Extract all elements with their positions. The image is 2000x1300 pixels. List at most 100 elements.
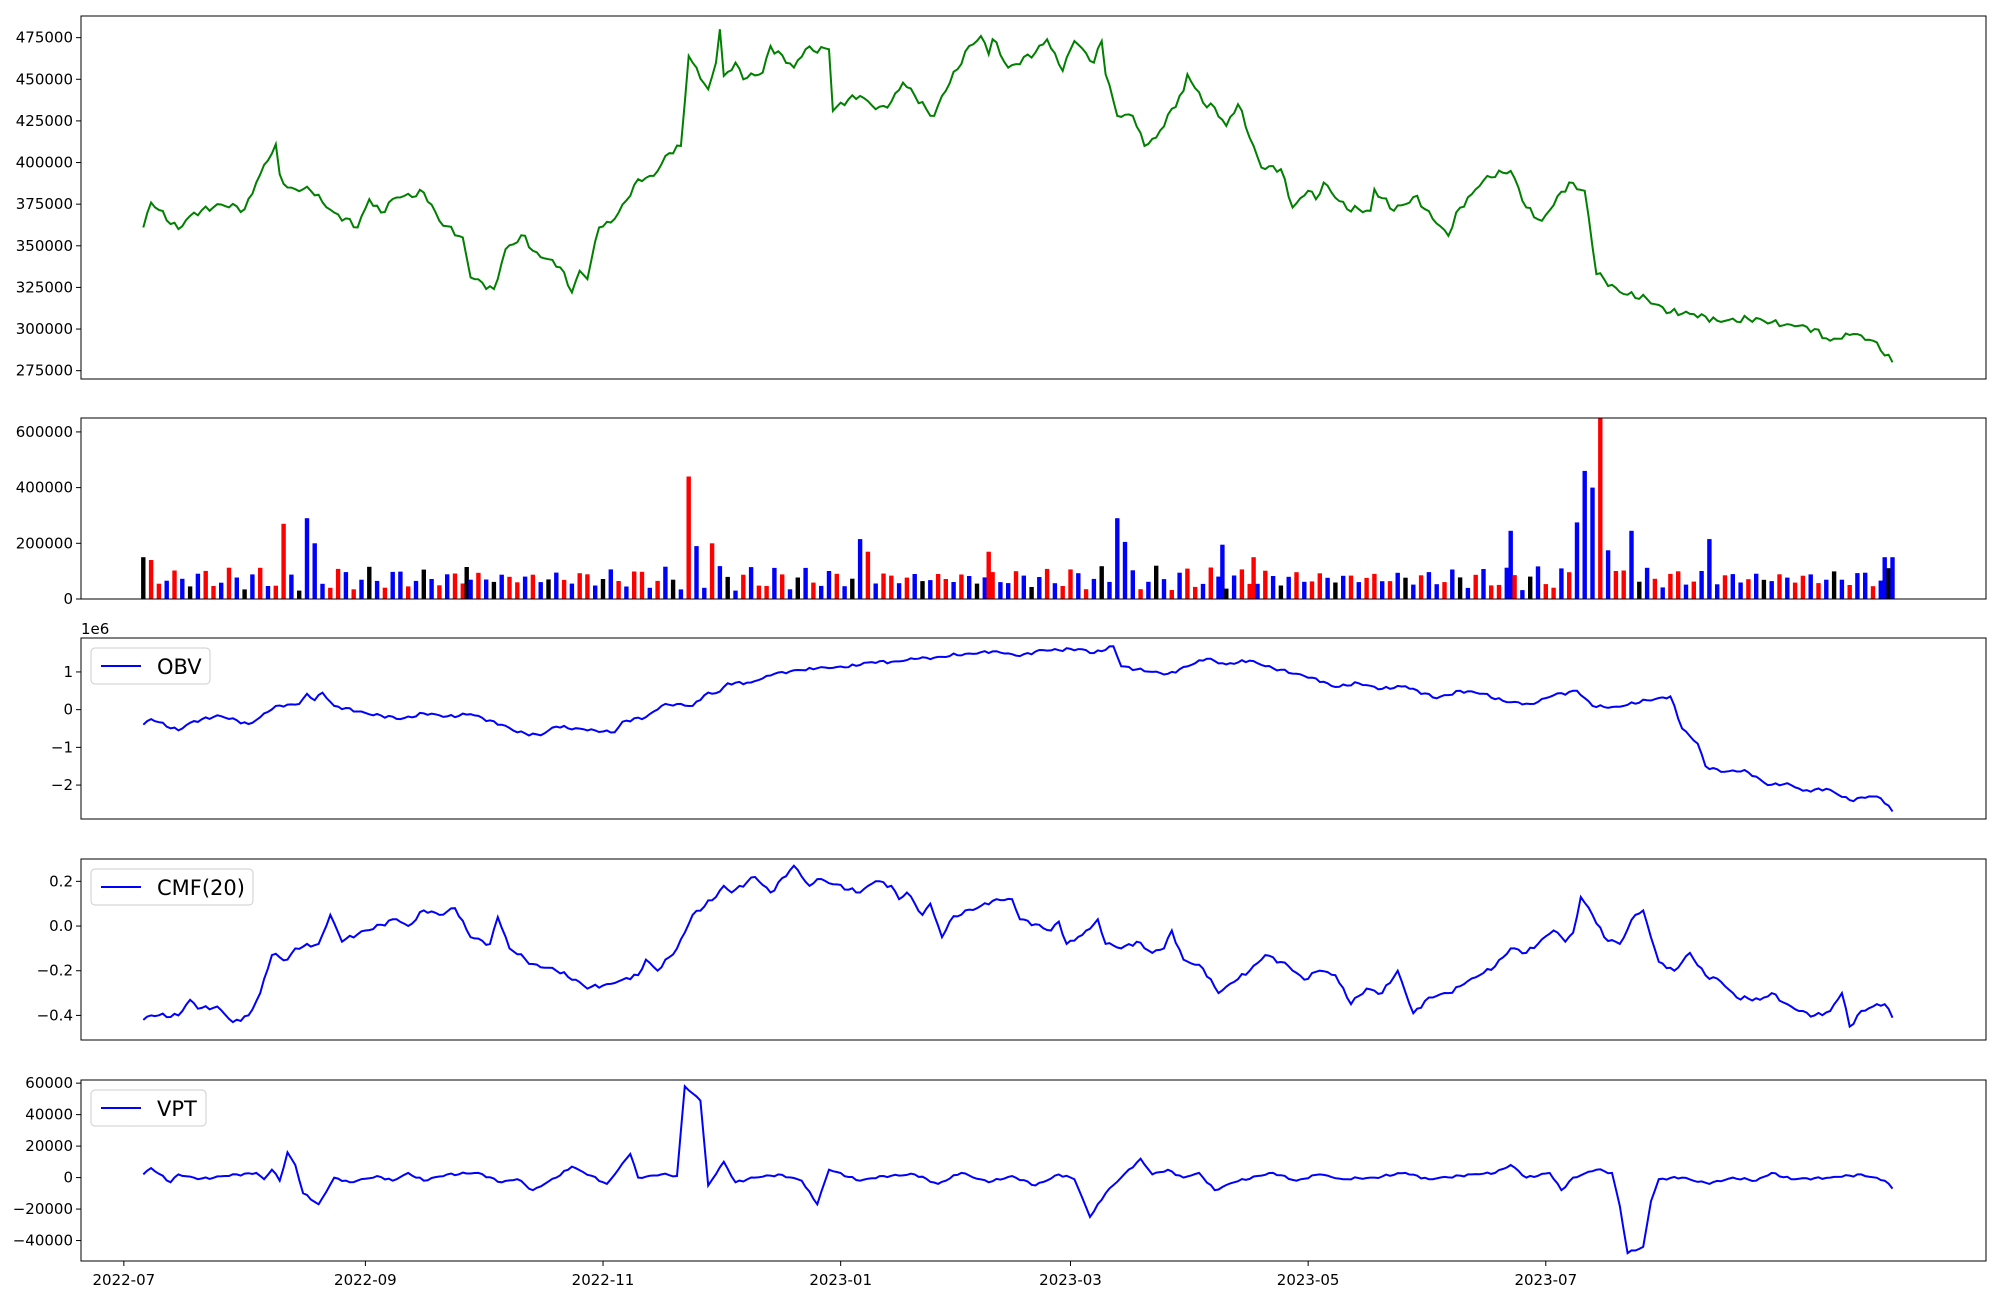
volume-bar <box>647 587 652 599</box>
volume-bar <box>1146 581 1151 599</box>
xtick-label: 2023-03 <box>1039 1271 1102 1289</box>
vpt-ytick-label: 60000 <box>25 1074 73 1092</box>
obv-ytick-label: 1 <box>63 663 73 681</box>
volume-bar <box>1754 573 1759 599</box>
volume-bar <box>1839 579 1845 599</box>
price-ytick-label: 400000 <box>16 154 73 172</box>
volume-bar <box>1792 582 1798 599</box>
volume-bar <box>1824 579 1829 599</box>
volume-bar <box>1691 581 1696 599</box>
volume-bar <box>733 590 738 599</box>
volume-bar <box>297 590 302 599</box>
volume-bar <box>1185 568 1190 599</box>
volume-bar <box>717 566 723 599</box>
panel-vpt: −40000 −20000 0 20000 40000 60000 VPT <box>13 1074 1987 1262</box>
volume-bar <box>928 580 933 599</box>
volume-bar <box>1052 583 1058 599</box>
volume-bar <box>1231 575 1237 599</box>
volume-bar <box>632 571 637 599</box>
volume-bar <box>1668 573 1673 599</box>
volume-bar <box>1270 576 1276 599</box>
volume-bar <box>1886 568 1891 599</box>
volume-bar <box>959 574 964 599</box>
volume-bar <box>1387 581 1393 599</box>
volume-bar <box>195 573 201 599</box>
volume-bar <box>242 589 247 599</box>
obv-axes-frame <box>80 637 1987 820</box>
panel-cmf: −0.4 −0.2 0.0 0.2 CMF(20) <box>37 858 1987 1041</box>
volume-bar <box>476 572 481 599</box>
obv-legend: OBV <box>90 647 211 685</box>
volume-bar <box>429 579 434 599</box>
date-x-axis: 2022-07 2022-09 2022-11 2023-01 2023-03 2023-… <box>93 1261 1577 1289</box>
volume-bar <box>857 539 863 599</box>
volume-bar <box>873 583 878 599</box>
vpt-ytick-label: −20000 <box>13 1200 73 1218</box>
xtick-label: 2023-01 <box>809 1271 872 1289</box>
volume-bar <box>413 580 419 599</box>
volume-bar <box>1559 568 1564 599</box>
vpt-axes-frame <box>80 1079 1987 1262</box>
volume-bar <box>1785 577 1790 599</box>
price-y-axis: 275000 300000 325000 350000 375000 400000 4250… <box>16 29 81 380</box>
volume-bar <box>522 576 528 599</box>
panel-price: 275000 300000 325000 350000 375000 400000 4250… <box>16 15 1987 380</box>
volume-bar <box>1738 582 1743 599</box>
volume-bar <box>203 570 208 599</box>
volume-bar <box>452 573 458 599</box>
volume-bar <box>1808 574 1813 599</box>
volume-bar <box>1161 579 1167 599</box>
volume-bar <box>986 551 991 599</box>
obv-legend-label: OBV <box>157 655 202 679</box>
volume-bar <box>1216 576 1221 599</box>
volume-bar <box>974 583 980 599</box>
vpt-y-axis: −40000 −20000 0 20000 40000 60000 <box>13 1074 81 1250</box>
volume-ytick-label: 400000 <box>16 479 73 497</box>
volume-bar <box>1294 572 1299 599</box>
volume-bar <box>1496 584 1502 599</box>
volume-bar <box>1847 585 1852 599</box>
obv-line <box>142 645 1894 813</box>
volume-bar <box>1021 575 1026 599</box>
price-axes-frame <box>80 15 1987 380</box>
volume-bar <box>289 574 294 599</box>
volume-bar <box>702 587 707 599</box>
volume-bar <box>904 577 910 599</box>
volume-bar <box>709 543 715 599</box>
volume-bar <box>1761 579 1767 599</box>
volume-bar <box>1006 583 1011 599</box>
volume-bar <box>1676 571 1681 599</box>
volume-bar <box>1044 568 1050 599</box>
volume-bar <box>741 574 746 599</box>
volume-bar <box>1251 557 1256 599</box>
volume-bar <box>234 577 239 599</box>
vpt-ytick-label: −40000 <box>13 1232 73 1250</box>
price-ytick-label: 425000 <box>16 112 73 130</box>
volume-bar <box>1473 574 1478 599</box>
volume-bar <box>148 560 154 599</box>
volume-bar <box>1247 583 1252 599</box>
volume-bar <box>1504 567 1509 599</box>
volume-bar <box>1637 581 1642 599</box>
volume-bar <box>1699 571 1704 599</box>
volume-bar <box>265 586 271 599</box>
volume-bar <box>1411 584 1416 599</box>
volume-bar <box>211 586 216 599</box>
cmf-legend-label: CMF(20) <box>157 876 245 900</box>
volume-bar <box>1528 576 1533 599</box>
volume-y-axis: 0 200000 400000 600000 <box>16 423 81 608</box>
volume-bar <box>1567 572 1572 599</box>
volume-bar <box>1333 582 1338 599</box>
volume-bar <box>1590 487 1595 599</box>
volume-bar <box>1465 587 1471 599</box>
volume-bar <box>912 574 917 599</box>
volume-bar <box>569 583 575 599</box>
volume-bar <box>367 566 372 599</box>
volume-bar <box>304 518 310 599</box>
volume-bar <box>1582 470 1587 599</box>
volume-bar <box>1660 587 1665 599</box>
volume-bar <box>834 573 839 599</box>
volume-bar <box>1380 581 1385 599</box>
volume-bar <box>554 572 559 599</box>
